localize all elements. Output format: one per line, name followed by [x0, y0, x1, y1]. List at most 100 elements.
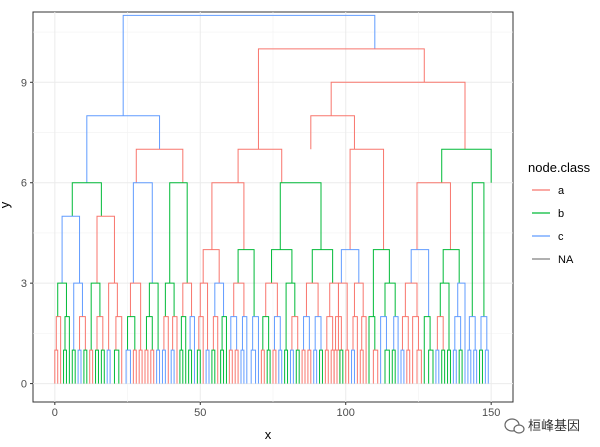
- dendrogram-branch: [473, 349, 478, 384]
- dendrogram-branch: [250, 349, 257, 384]
- dendrogram-branch: [458, 349, 463, 384]
- dendrogram-branch: [380, 316, 387, 384]
- dendrogram-branch: [416, 349, 422, 384]
- dendrogram-branch: [170, 349, 175, 384]
- dendrogram-branch: [196, 349, 201, 384]
- dendrogram-branch: [252, 316, 259, 384]
- dendrogram-branch: [132, 182, 153, 284]
- dendrogram-branch: [96, 316, 104, 351]
- dendrogram-branch: [83, 349, 88, 384]
- dendrogram-branch: [393, 316, 399, 384]
- dendrogram-branch: [278, 349, 283, 384]
- dendrogram-branch: [335, 316, 342, 351]
- y-tick-label: 6: [21, 178, 27, 190]
- dendrogram-branch: [189, 316, 195, 384]
- dendrogram-branch: [272, 349, 277, 384]
- dendrogram-branch: [314, 316, 322, 351]
- dendrogram-branch: [454, 316, 462, 351]
- wechat-bubble-icon: [504, 418, 525, 434]
- dendrogram-branch: [452, 349, 457, 384]
- dendrogram-branch: [237, 148, 283, 183]
- legend-title: node.class: [528, 160, 591, 175]
- dendrogram-branch: [442, 249, 460, 284]
- dendrogram-branch: [89, 349, 94, 384]
- dendrogram-branch: [305, 282, 319, 317]
- dendrogram-branch: [484, 349, 489, 384]
- dendrogram-branch: [311, 249, 334, 284]
- x-axis-ticks: 0 50 100 150: [52, 402, 500, 419]
- dendrogram-branch: [108, 282, 118, 351]
- dendrogram-branch: [113, 349, 120, 384]
- dendrogram-branch: [428, 349, 434, 384]
- dendrogram-branch: [164, 282, 175, 317]
- dendrogram-branch: [326, 316, 334, 351]
- dendrogram-branch: [115, 316, 123, 384]
- dendrogram-branch: [198, 316, 204, 384]
- dendrogram-branch: [468, 316, 476, 351]
- dendrogram-branch: [179, 349, 184, 384]
- dendrogram-branch: [439, 282, 450, 351]
- dendrogram-branch: [412, 316, 419, 384]
- x-tick-label: 0: [52, 407, 58, 419]
- dendrogram-branch: [148, 282, 159, 351]
- x-tick-label: 50: [194, 407, 206, 419]
- dendrogram-branch: [406, 349, 411, 384]
- legend: node.class abc NA: [528, 160, 591, 266]
- dendrogram-branch: [265, 282, 278, 317]
- dendrogram-branch: [467, 349, 472, 384]
- dendrogram-branch: [57, 282, 67, 317]
- dendrogram-branch: [63, 349, 67, 384]
- dendrogram-branch: [132, 349, 137, 384]
- legend-label-na: NA: [558, 254, 574, 266]
- dendrogram-branch: [100, 349, 105, 384]
- dendrogram-branch: [138, 349, 143, 384]
- dendrogram-branch: [291, 316, 299, 351]
- dendrogram-branch: [129, 282, 142, 351]
- dendrogram-branch: [54, 349, 59, 384]
- watermark: 桓峰基因: [504, 418, 580, 434]
- dendrogram-branch: [86, 115, 161, 183]
- y-axis-ticks: 0 3 6 9: [21, 77, 33, 391]
- legend-label-a: a: [558, 185, 565, 197]
- dendrogram-branch: [372, 249, 390, 317]
- dendrogram-branch: [471, 182, 485, 317]
- dendrogram-branch: [122, 14, 376, 116]
- dendrogram-branch: [180, 316, 187, 384]
- dendrogram-branch: [169, 182, 188, 284]
- dendrogram-branch: [144, 349, 149, 384]
- dendrogram-branch: [295, 349, 300, 384]
- dendrogram-branch: [372, 349, 379, 384]
- y-tick-label: 0: [21, 379, 27, 391]
- dendrogram-branch: [324, 349, 329, 384]
- dendrogram-branch: [273, 316, 281, 351]
- dendrogram-branch: [266, 349, 271, 384]
- dendrogram-branch: [337, 282, 348, 351]
- dendrogram-branch: [303, 316, 310, 351]
- legend-label-c: c: [558, 231, 564, 243]
- y-axis-title: y: [0, 201, 12, 208]
- dendrogram-branch: [441, 349, 446, 384]
- dendrogram-branch: [71, 182, 102, 217]
- dendrogram-branch: [480, 316, 488, 351]
- dendrogram-branch: [279, 182, 322, 250]
- y-tick-label: 9: [21, 77, 27, 89]
- dendrogram-branch: [307, 349, 312, 384]
- dendrogram-branch: [230, 316, 238, 351]
- dendrogram-branch: [410, 249, 430, 317]
- dendrogram-branch: [241, 316, 248, 384]
- dendrogram-branch: [310, 115, 355, 150]
- dendrogram-branch: [161, 349, 166, 384]
- dendrogram-branch: [79, 316, 86, 351]
- x-axis-title: x: [265, 427, 272, 442]
- dendrogram-branch: [333, 349, 338, 384]
- dendrogram-branch: [211, 349, 216, 384]
- x-tick-label: 100: [337, 407, 355, 419]
- dendrogram-branch: [106, 349, 111, 384]
- dendrogram-branch: [71, 349, 76, 384]
- dendrogram-branch: [384, 349, 390, 384]
- dendrogram-branch: [55, 316, 62, 384]
- dendrogram-branch: [441, 148, 492, 183]
- dendrogram-branch: [345, 349, 350, 384]
- dendrogram-branch: [127, 316, 136, 351]
